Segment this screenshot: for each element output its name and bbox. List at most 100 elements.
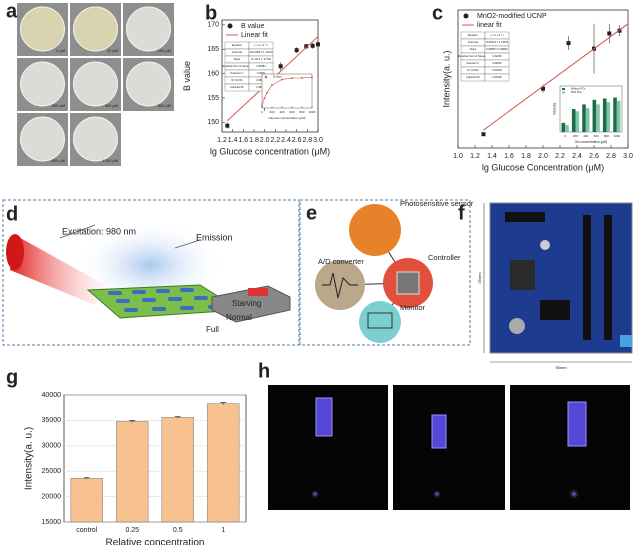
panel-letter: b bbox=[205, 2, 217, 24]
y-axis-title: Intensity(a. u.) bbox=[441, 50, 451, 107]
y-tick-label: 15000 bbox=[42, 519, 62, 526]
monitor-icon bbox=[367, 312, 393, 329]
label: Starving bbox=[232, 299, 261, 308]
bar bbox=[616, 100, 621, 132]
y-axis-title: Intensity bbox=[553, 103, 557, 115]
bar bbox=[116, 421, 149, 523]
table-text: 0.96636 bbox=[492, 61, 502, 65]
table-text: 0.9905 bbox=[257, 71, 265, 75]
legend-swatch bbox=[227, 23, 233, 29]
point bbox=[291, 77, 293, 79]
x-tick-label: 600 bbox=[289, 110, 294, 114]
label: 55mm bbox=[555, 365, 567, 370]
label: Normal bbox=[226, 313, 252, 322]
y-tick-label: 40000 bbox=[42, 392, 62, 399]
x-tick-label: 0 bbox=[564, 134, 566, 138]
bar bbox=[161, 417, 194, 523]
label: Monitor bbox=[400, 303, 426, 312]
x-axis-title: lg Glucose Concentration (μM) bbox=[482, 162, 604, 172]
x-tick-label: 3.0 bbox=[623, 153, 633, 160]
x-tick-label: 0.5 bbox=[173, 527, 183, 534]
error-bar bbox=[129, 420, 136, 423]
dish-label: 800 μM bbox=[52, 158, 65, 163]
table-text: y = a + b * x bbox=[254, 43, 269, 47]
chip bbox=[396, 271, 420, 295]
point bbox=[278, 64, 283, 69]
table-text: 11.1471 ± .67784 bbox=[251, 57, 272, 61]
bar bbox=[561, 122, 566, 132]
legend-label: With PCs bbox=[571, 90, 583, 94]
x-tick-label: 0 bbox=[261, 110, 263, 114]
y-tick-label: 30000 bbox=[42, 443, 62, 450]
panel-letter: g bbox=[6, 366, 18, 388]
laser-beam bbox=[10, 235, 105, 305]
x-tick-label: 200 bbox=[573, 134, 578, 138]
laser bbox=[6, 234, 24, 270]
sensor-node bbox=[349, 204, 401, 256]
point bbox=[294, 48, 299, 53]
x-axis-title: Relative concentration bbox=[106, 538, 205, 545]
x-tick-label: 0.25 bbox=[125, 527, 139, 534]
bar bbox=[565, 125, 569, 132]
legend-label: Linear fit bbox=[241, 32, 268, 39]
x-tick-label: 2.6 bbox=[292, 137, 302, 144]
y-tick-label: 35000 bbox=[42, 417, 62, 424]
legend-swatch bbox=[463, 13, 469, 19]
bar bbox=[585, 108, 590, 132]
photos-h bbox=[268, 385, 630, 510]
label: A/D converter bbox=[318, 257, 364, 266]
error-bar bbox=[174, 416, 181, 419]
x-tick-label: 1.0 bbox=[453, 153, 463, 160]
bar bbox=[207, 403, 240, 523]
legend-label: MnO2-modified UCNP bbox=[477, 13, 547, 20]
x-tick-label: 1 bbox=[221, 527, 225, 534]
chart: 1.0 1.2 1.4 1.6 1.8 2.0 2.2 2.4 2.6 2.8 3.0 lg Gluc… bbox=[441, 9, 633, 172]
table-text: Adjusted R² bbox=[230, 85, 244, 89]
table-text: Adjusted R² bbox=[466, 75, 480, 79]
y-tick-label: 150 bbox=[207, 119, 219, 126]
panel-letter: d bbox=[6, 203, 18, 225]
label: Excitation: 980 nm bbox=[62, 226, 136, 236]
x-tick-label: 400 bbox=[279, 110, 284, 114]
bar bbox=[70, 478, 103, 523]
table-text: Pearson's r bbox=[466, 61, 479, 65]
table-text: R² (COD) bbox=[232, 78, 243, 82]
label: Emission bbox=[196, 232, 233, 242]
y-tick-label: 170 bbox=[207, 22, 219, 29]
point bbox=[541, 86, 545, 91]
point bbox=[266, 91, 268, 94]
point bbox=[281, 78, 283, 81]
point bbox=[481, 132, 486, 137]
diagram-e bbox=[299, 199, 471, 346]
x-axis-title: Glu concentration (μM) bbox=[575, 140, 607, 144]
dish-label: 200 μM bbox=[52, 103, 65, 108]
legend-label: B value bbox=[241, 23, 264, 30]
y-tick-label: 20000 bbox=[42, 493, 62, 500]
panel-letter: e bbox=[306, 202, 317, 224]
bar bbox=[582, 104, 586, 132]
panel-letter: c bbox=[432, 2, 443, 24]
dish bbox=[20, 61, 65, 107]
table-text: Pearson's r bbox=[230, 71, 243, 75]
adc-node bbox=[315, 260, 365, 310]
x-tick-label: 400 bbox=[583, 134, 588, 138]
point bbox=[607, 31, 612, 36]
error-bar bbox=[83, 477, 90, 480]
sensor-dots bbox=[108, 288, 222, 312]
legend-label: B value bbox=[273, 75, 282, 79]
y-tick-label: 25000 bbox=[42, 468, 62, 475]
display bbox=[248, 288, 268, 296]
x-tick-label: 1.4 bbox=[487, 153, 497, 160]
table-text: y = a + b * x bbox=[490, 33, 505, 37]
series-line bbox=[483, 23, 629, 131]
x-tick-label: 2.6 bbox=[589, 153, 599, 160]
dish bbox=[73, 61, 118, 107]
table-text: 0.02236 bbox=[492, 54, 502, 58]
error-bar bbox=[220, 402, 227, 405]
table-text: Residual Sum of Squares bbox=[222, 64, 252, 68]
table-text: Slope bbox=[470, 47, 477, 51]
y-tick-label: 165 bbox=[207, 46, 219, 53]
